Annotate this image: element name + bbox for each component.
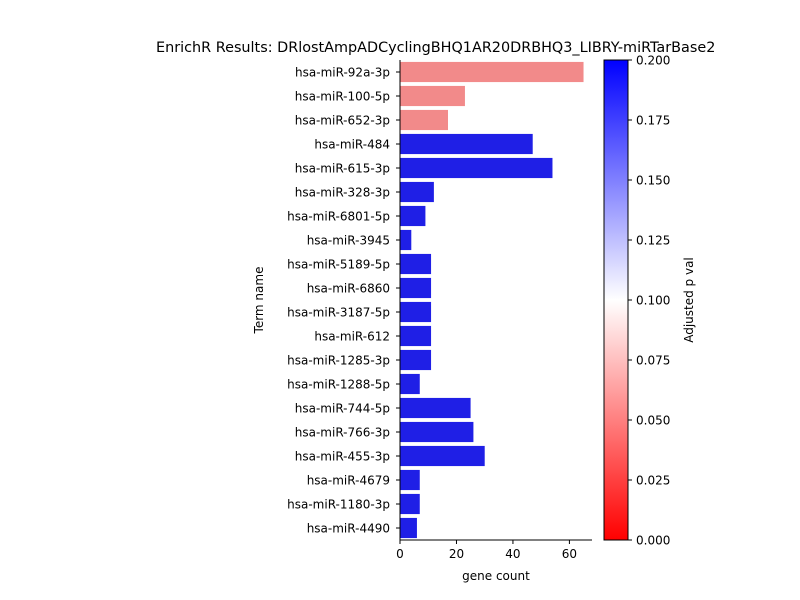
bar-hsa-miR-5189-5p <box>400 253 432 275</box>
bar-hsa-miR-455-3p <box>400 445 485 467</box>
y-tick-label: hsa-miR-3945 <box>307 234 390 248</box>
x-tick-label: 0 <box>396 547 404 561</box>
x-axis-ticks: 0 20 40 60 <box>396 540 577 561</box>
x-tick-label: 40 <box>505 547 520 561</box>
y-tick-label: hsa-miR-4679 <box>307 474 390 488</box>
bar-hsa-miR-1285-3p <box>400 349 432 371</box>
bars-group <box>400 61 584 539</box>
bar-hsa-miR-766-3p <box>400 421 474 443</box>
colorbar-ticks: 0.000 0.025 0.050 0.075 0.100 0.125 0.150 0.175… <box>628 54 670 548</box>
colorbar-tick-label: 0.125 <box>636 234 670 248</box>
bar-hsa-miR-92a-3p <box>400 61 584 83</box>
y-tick-label: hsa-miR-1285-3p <box>287 354 390 368</box>
bar-hsa-miR-1180-3p <box>400 493 420 515</box>
y-tick-label: hsa-miR-744-5p <box>295 402 390 416</box>
colorbar-tick-label: 0.200 <box>636 54 670 68</box>
bar-hsa-miR-6801-5p <box>400 205 426 227</box>
y-tick-label: hsa-miR-100-5p <box>295 90 390 104</box>
y-tick-label: hsa-miR-455-3p <box>295 450 390 464</box>
bar-hsa-miR-4490 <box>400 517 417 539</box>
bar-hsa-miR-652-3p <box>400 109 448 131</box>
colorbar-tick-label: 0.050 <box>636 414 670 428</box>
y-tick-label: hsa-miR-5189-5p <box>287 258 390 272</box>
colorbar-label: Adjusted p val <box>682 257 696 343</box>
y-tick-label: hsa-miR-3187-5p <box>287 306 390 320</box>
colorbar-tick-label: 0.150 <box>636 174 670 188</box>
colorbar-tick-label: 0.025 <box>636 474 670 488</box>
y-tick-label: hsa-miR-652-3p <box>295 114 390 128</box>
bar-hsa-miR-328-3p <box>400 181 434 203</box>
y-tick-label: hsa-miR-328-3p <box>295 186 390 200</box>
bar-hsa-miR-1288-5p <box>400 373 420 395</box>
bar-hsa-miR-3945 <box>400 229 412 251</box>
y-tick-label: hsa-miR-612 <box>314 330 390 344</box>
bar-hsa-miR-612 <box>400 325 432 347</box>
colorbar-tick-label: 0.175 <box>636 114 670 128</box>
y-tick-label: hsa-miR-6801-5p <box>287 210 390 224</box>
y-tick-label: hsa-miR-1180-3p <box>287 498 390 512</box>
bar-hsa-miR-4679 <box>400 469 420 491</box>
bar-hsa-miR-615-3p <box>400 157 553 179</box>
x-tick-label: 20 <box>449 547 464 561</box>
colorbar <box>603 59 629 541</box>
y-tick-label: hsa-miR-92a-3p <box>295 66 390 80</box>
y-tick-label: hsa-miR-1288-5p <box>287 378 390 392</box>
bar-hsa-miR-6860 <box>400 277 432 299</box>
y-axis-label: Term name <box>252 267 266 335</box>
y-tick-label: hsa-miR-766-3p <box>295 426 390 440</box>
bar-hsa-miR-3187-5p <box>400 301 432 323</box>
y-axis-ticks: hsa-miR-92a-3p hsa-miR-100-5p hsa-miR-652-… <box>287 66 400 536</box>
x-axis-label: gene count <box>462 569 530 583</box>
bar-hsa-miR-484 <box>400 133 533 155</box>
y-tick-label: hsa-miR-615-3p <box>295 162 390 176</box>
x-tick-label: 60 <box>562 547 577 561</box>
chart-title: EnrichR Results: DRlostAmpADCyclingBHQ1A… <box>156 40 715 56</box>
y-tick-label: hsa-miR-4490 <box>307 522 390 536</box>
colorbar-tick-label: 0.100 <box>636 294 670 308</box>
bar-hsa-miR-744-5p <box>400 397 471 419</box>
colorbar-tick-label: 0.075 <box>636 354 670 368</box>
colorbar-tick-label: 0.000 <box>636 534 670 548</box>
y-tick-label: hsa-miR-484 <box>314 138 390 152</box>
y-tick-label: hsa-miR-6860 <box>307 282 390 296</box>
bar-hsa-miR-100-5p <box>400 85 465 107</box>
